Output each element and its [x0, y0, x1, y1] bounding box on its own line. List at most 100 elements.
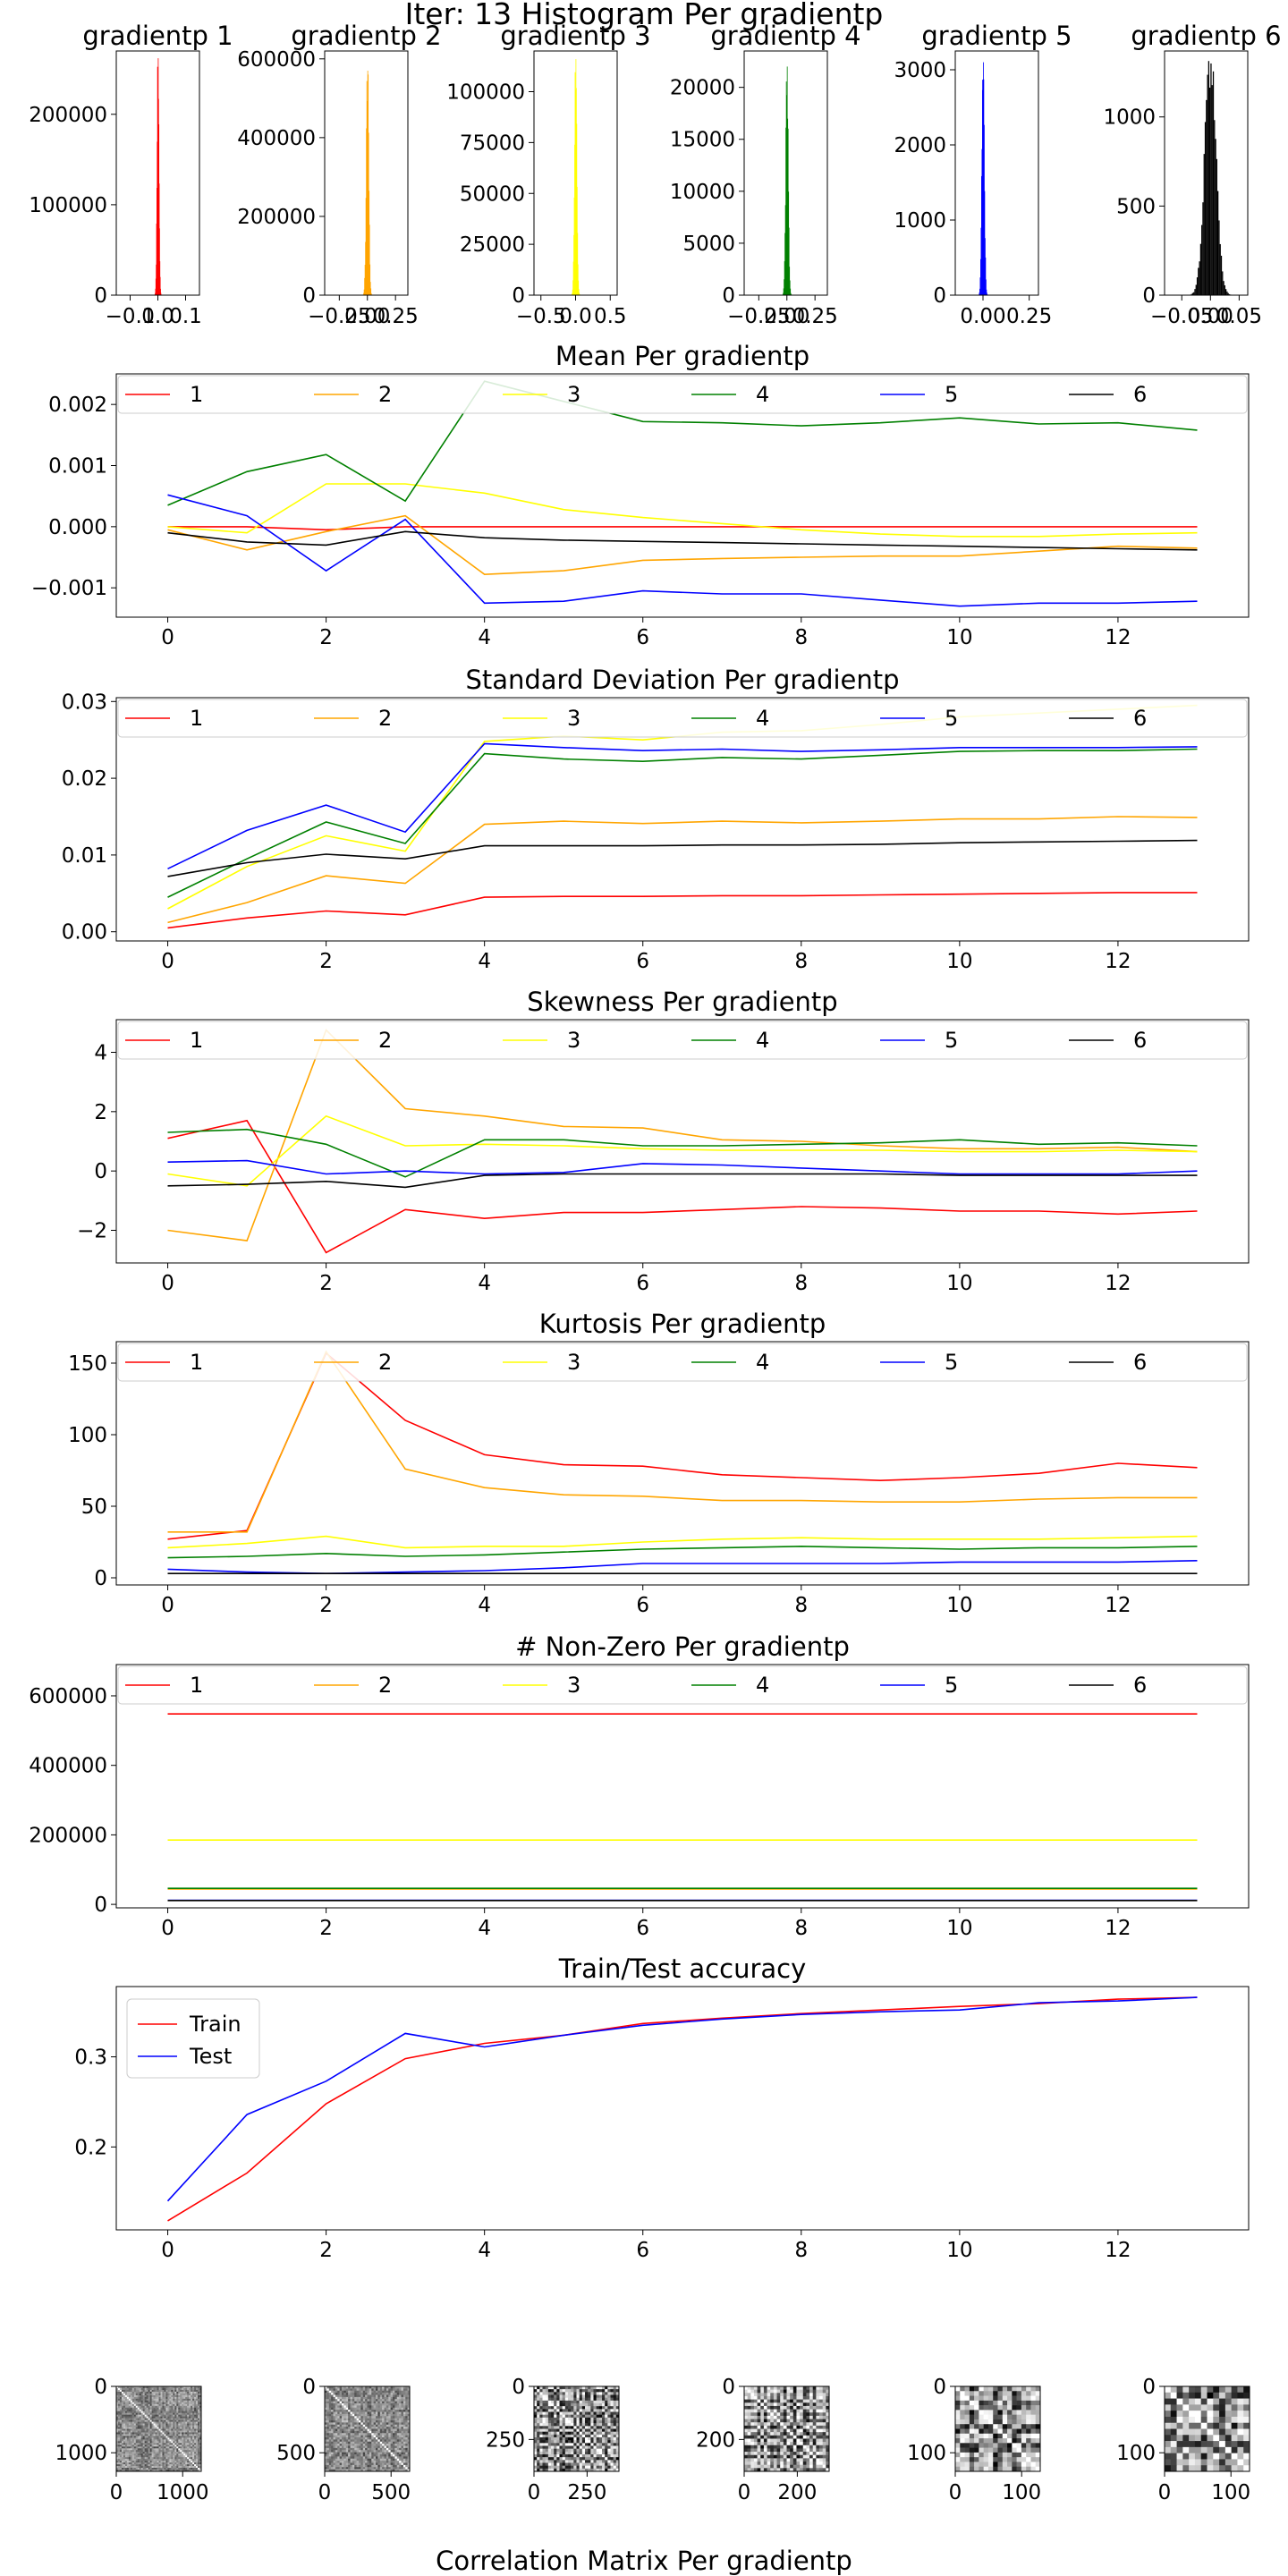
histogram-bar — [367, 71, 369, 295]
correlation-matrix-3: 0 250 0 250 — [486, 2376, 620, 2504]
histogram-bar — [983, 124, 985, 295]
correlation-ytick-label: 100 — [907, 2442, 946, 2465]
histogram-bar — [790, 288, 792, 295]
x-tick-label: 10 — [946, 2239, 972, 2262]
x-tick-label: 6 — [636, 1594, 649, 1617]
legend-label: 6 — [1133, 706, 1147, 731]
x-tick-label: 12 — [1105, 2239, 1131, 2262]
x-tick-label: 4 — [478, 626, 491, 649]
histogram-bar — [365, 242, 367, 295]
histogram-ytick-label: 50000 — [460, 182, 525, 206]
histogram-bar — [363, 292, 365, 295]
correlation-xtick-label: 200 — [777, 2481, 817, 2504]
series-group — [167, 1713, 1198, 1902]
histogram-bar — [576, 123, 578, 295]
x-tick-label: 4 — [478, 1272, 491, 1295]
histogram-bar — [1198, 267, 1199, 295]
legend-label: 5 — [945, 706, 958, 731]
histogram-ytick-label: 100000 — [29, 194, 107, 217]
chart-title: Train/Test accuracy — [558, 1953, 807, 1984]
correlation-matrix-4: 0 200 0 200 — [696, 2376, 830, 2504]
histogram-ytick-label: 20000 — [670, 77, 735, 100]
histogram-2: gradientp 2 0 200000 400000 600000 −0.250.000… — [237, 21, 441, 328]
histogram-bar — [1199, 243, 1202, 295]
histogram-title: gradientp 1 — [82, 21, 233, 51]
correlation-xtick-label: 0 — [318, 2481, 332, 2504]
legend: 1 2 3 4 5 6 — [117, 1021, 1248, 1060]
y-tick-label: 0.02 — [62, 767, 107, 791]
histogram-5: gradientp 5 0 1000 2000 3000 0.00 0.25 — [894, 21, 1072, 328]
legend: 1 2 3 4 5 6 — [117, 1343, 1248, 1382]
legend-label: 6 — [1133, 1350, 1147, 1375]
histogram-xtick-label: −0.25 — [727, 305, 790, 328]
histogram-bar — [1223, 281, 1224, 295]
x-tick-label: 2 — [319, 1594, 333, 1617]
histogram-frame — [743, 50, 828, 296]
histogram-bar — [785, 81, 787, 295]
series-line-5 — [167, 1159, 1198, 1175]
histogram-bar — [982, 80, 983, 295]
histogram-bar — [985, 279, 987, 295]
chart-title: Standard Deviation Per gradientp — [465, 665, 899, 695]
correlation-xtick-label: 500 — [371, 2481, 411, 2504]
histogram-xtick-label: −0.5 — [516, 305, 566, 328]
x-tick-label: 2 — [319, 626, 333, 649]
histogram-bar — [160, 292, 162, 295]
series-line-5 — [167, 494, 1198, 607]
x-tick-label: 4 — [478, 1917, 491, 1940]
legend-label: 1 — [190, 706, 203, 731]
histogram-bar — [789, 267, 791, 295]
histogram-bar — [785, 127, 787, 295]
y-tick-label: 2 — [94, 1101, 107, 1124]
correlation-xtick-label: 1000 — [157, 2481, 209, 2504]
series-line-3 — [167, 1535, 1198, 1549]
y-tick-label: 0.001 — [48, 455, 107, 479]
chart-panel-2: Standard Deviation Per gradientp 0 2 4 6 8 10 1… — [62, 665, 1250, 973]
histogram-xtick-label: 0.00 — [1188, 305, 1233, 328]
histogram-ytick-label: 200000 — [29, 104, 107, 127]
histogram-bar — [1228, 293, 1231, 295]
y-tick-label: 0.3 — [74, 2046, 107, 2070]
correlation-ytick-label: 1000 — [55, 2442, 107, 2465]
series-line-4 — [167, 748, 1198, 898]
correlation-ytick-label: 0 — [512, 2376, 525, 2399]
histogram-bar — [1210, 63, 1212, 295]
correlation-ytick-label: 500 — [276, 2442, 316, 2465]
series-group — [167, 704, 1198, 929]
histogram-bar — [786, 66, 788, 295]
correlation-xtick-label: 0 — [738, 2481, 751, 2504]
histogram-bar — [788, 191, 790, 295]
y-tick-label: 600000 — [29, 1685, 107, 1708]
correlation-frame — [324, 2385, 411, 2472]
histogram-bar — [364, 265, 366, 295]
legend-label: 4 — [756, 382, 769, 407]
plot-frame — [115, 1664, 1250, 1909]
y-tick-label: 0.01 — [62, 844, 107, 868]
legend: 1 2 3 4 5 6 — [117, 375, 1248, 414]
series-line-6 — [167, 530, 1198, 551]
plot-area — [116, 1987, 1249, 2230]
y-tick-label: 100 — [68, 1424, 107, 1447]
histogram-ytick-label: 600000 — [237, 48, 316, 72]
x-tick-label: 10 — [946, 1272, 972, 1295]
histogram-bar — [1219, 243, 1221, 295]
y-tick-label: 0.000 — [48, 516, 107, 539]
histogram-ytick-label: 400000 — [237, 127, 316, 150]
histogram-bar — [575, 59, 577, 295]
legend-label: Train — [189, 2012, 242, 2037]
histogram-bar — [370, 288, 372, 295]
plot-frame — [115, 1986, 1250, 2231]
histogram-xtick-label: 0.0 — [559, 305, 592, 328]
series-line-3 — [167, 1114, 1198, 1187]
histogram-xtick-label: −0.1 — [106, 305, 156, 328]
histogram-ytick-label: 200000 — [237, 206, 316, 229]
histogram-bar — [369, 282, 371, 295]
x-tick-label: 4 — [478, 1594, 491, 1617]
series-group — [166, 1996, 1198, 2222]
y-tick-label: 150 — [68, 1352, 107, 1376]
histogram-bar — [366, 128, 368, 295]
correlation-ytick-label: 0 — [302, 2376, 316, 2399]
